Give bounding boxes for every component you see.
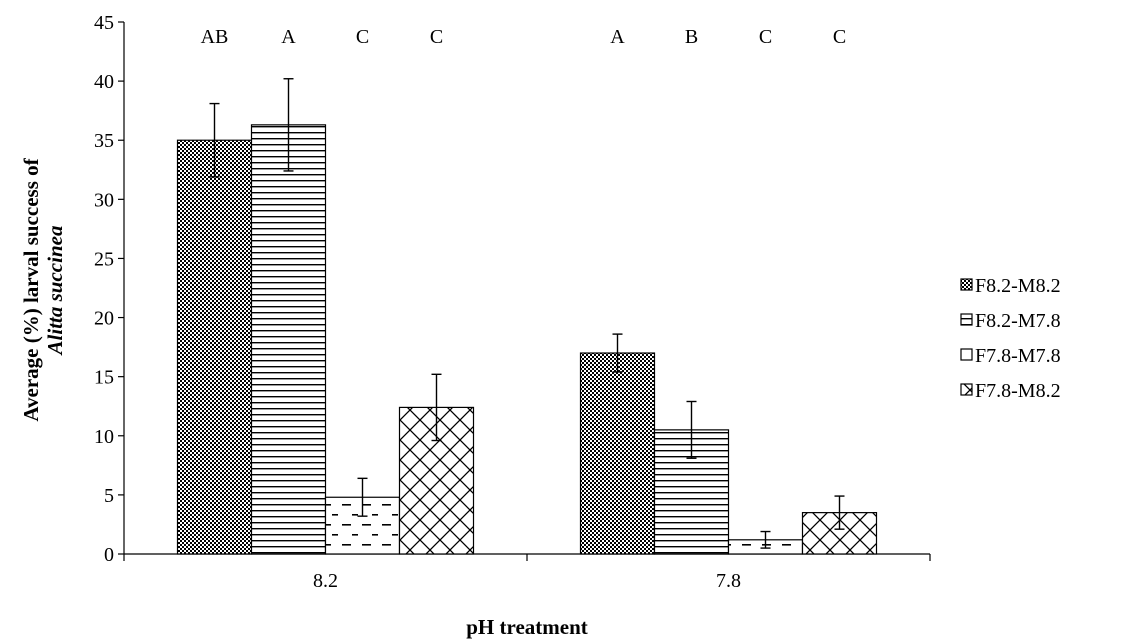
x-tick-label: 8.2: [313, 570, 338, 592]
bar-F8.2-M8.2-7.8: [579, 352, 656, 555]
y-tick-label: 20: [94, 308, 114, 330]
error-bars-group: [209, 78, 845, 549]
bar-F8.2-M8.2-8.2: [176, 139, 253, 555]
legend-swatch: [960, 278, 973, 291]
bars-group: [176, 124, 878, 555]
legend-label: F8.2-M8.2: [975, 275, 1061, 297]
legend-swatch: [960, 383, 973, 396]
x-tick-label: 7.8: [716, 570, 741, 592]
y-axis-title-line1: Average (%) larval success of: [19, 157, 43, 421]
y-axis-title: Average (%) larval success of Alitta suc…: [19, 157, 67, 421]
y-axis-title-line2: Alitta succinea: [43, 226, 67, 357]
y-axis-ticks: 0 5 10 15 20 25 30 35 40 45: [94, 12, 124, 566]
significance-label: B: [685, 26, 698, 48]
significance-label: C: [430, 26, 443, 48]
significance-label: A: [610, 26, 625, 48]
bar-F8.2-M7.8-8.2: [250, 124, 327, 555]
y-tick-label: 40: [94, 71, 114, 93]
legend: F8.2-M8.2 F8.2-M7.8 F7.8-M7.8 F7.8-M8.2: [960, 275, 1061, 402]
x-axis-title: pH treatment: [466, 615, 588, 639]
legend-label: F7.8-M8.2: [975, 380, 1061, 402]
y-tick-label: 5: [104, 485, 114, 507]
x-axis-ticks: 8.2 7.8: [123, 554, 931, 592]
y-tick-label: 45: [94, 12, 114, 34]
significance-label: C: [759, 26, 772, 48]
legend-swatch: [960, 348, 973, 361]
y-tick-label: 15: [94, 367, 114, 389]
significance-label: AB: [201, 26, 229, 48]
y-tick-label: 30: [94, 189, 114, 211]
y-tick-label: 35: [94, 130, 114, 152]
legend-label: F7.8-M7.8: [975, 345, 1061, 367]
y-tick-label: 10: [94, 426, 114, 448]
significance-labels-group: AB A C C A B C C: [201, 26, 847, 48]
legend-label: F8.2-M7.8: [975, 310, 1061, 332]
y-tick-label: 0: [104, 544, 114, 566]
significance-label: C: [356, 26, 369, 48]
legend-swatch: [960, 313, 973, 326]
significance-label: C: [833, 26, 846, 48]
y-tick-label: 25: [94, 248, 114, 270]
significance-label: A: [281, 26, 296, 48]
